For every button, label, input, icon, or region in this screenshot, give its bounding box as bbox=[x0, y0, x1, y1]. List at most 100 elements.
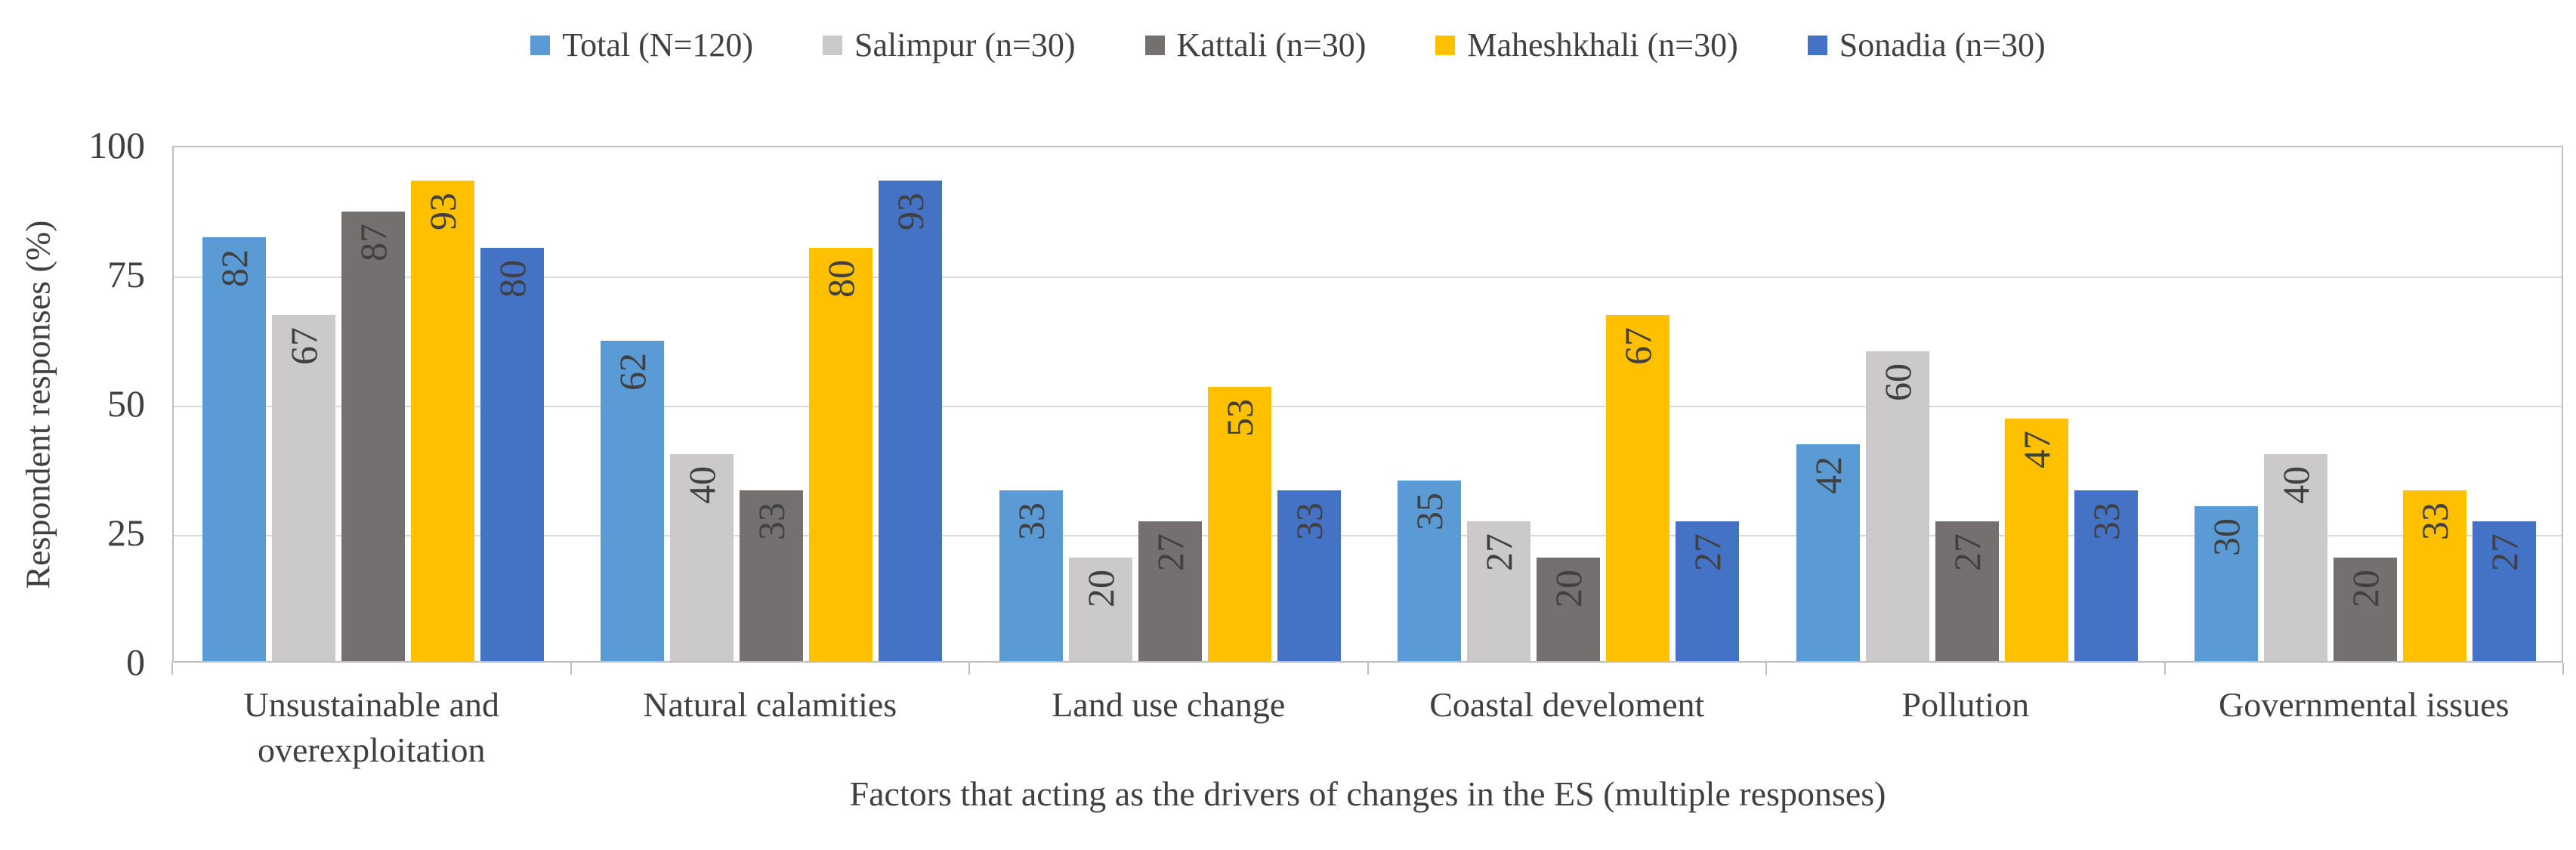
bar: 42 bbox=[1796, 444, 1860, 661]
bar-value-label: 42 bbox=[1806, 456, 1849, 494]
x-axis-title-text: Factors that acting as the drivers of ch… bbox=[849, 774, 1886, 813]
bar-value-label: 47 bbox=[2015, 430, 2058, 468]
bar: 40 bbox=[2264, 454, 2328, 661]
bar: 33 bbox=[1277, 490, 1341, 661]
bar-value-label: 40 bbox=[681, 466, 723, 505]
bar: 53 bbox=[1207, 387, 1271, 661]
bar-group: 62 40 33 80 93 bbox=[573, 147, 971, 661]
y-axis-tick-label: 0 bbox=[126, 640, 145, 683]
legend: Total (N=120) Salimpur (n=30) Kattali (n=3… bbox=[0, 26, 2576, 64]
bar-group: 82 67 87 93 80 bbox=[174, 147, 573, 661]
x-axis-tick bbox=[171, 663, 173, 675]
bar-value-label: 33 bbox=[750, 502, 792, 541]
category-label: Land use change bbox=[1052, 685, 1286, 724]
x-axis-tick bbox=[968, 663, 970, 675]
bar-group: 35 27 20 67 27 bbox=[1370, 147, 1768, 661]
bar-value-label: 20 bbox=[1547, 570, 1589, 608]
bar-value-label: 27 bbox=[2483, 533, 2525, 572]
plot-area: 82 67 87 93 80 62 40 33 80 93 33 20 27 53 33 35 27 20 67 27… bbox=[172, 146, 2563, 663]
y-axis-tick-label: 25 bbox=[107, 511, 145, 554]
y-axis-tick-label: 50 bbox=[107, 382, 145, 425]
bar-value-label: 40 bbox=[2275, 466, 2317, 505]
legend-marker-icon bbox=[1144, 35, 1165, 55]
legend-label: Sonadia (n=30) bbox=[1839, 26, 2046, 63]
bar-group: 42 60 27 47 33 bbox=[1768, 147, 2167, 661]
bar: 80 bbox=[480, 247, 544, 661]
gridline bbox=[174, 277, 2562, 278]
bar-value-label: 87 bbox=[351, 223, 394, 261]
legend-label: Total (N=120) bbox=[562, 26, 754, 63]
bar: 67 bbox=[1606, 314, 1670, 661]
bar-group: 30 40 20 33 27 bbox=[2167, 147, 2565, 661]
bar-group: 33 20 27 53 33 bbox=[971, 147, 1370, 661]
legend-item: Sonadia (n=30) bbox=[1807, 26, 2046, 64]
bar-value-label: 80 bbox=[490, 259, 533, 298]
legend-marker-icon bbox=[823, 35, 843, 55]
legend-item: Total (N=120) bbox=[530, 26, 753, 64]
bar-value-label: 35 bbox=[1408, 492, 1450, 530]
bar: 60 bbox=[1865, 351, 1929, 661]
bar: 27 bbox=[2473, 521, 2537, 661]
category-label: Pollution bbox=[1901, 685, 2030, 724]
gridline bbox=[174, 406, 2562, 407]
x-axis-tick bbox=[2164, 663, 2166, 675]
bar-value-label: 20 bbox=[1079, 570, 1122, 608]
bar: 33 bbox=[999, 490, 1063, 661]
bar: 82 bbox=[202, 237, 266, 661]
bar-value-label: 62 bbox=[611, 352, 653, 391]
bar-value-label: 33 bbox=[2414, 502, 2456, 541]
x-axis-tick bbox=[1765, 663, 1767, 675]
bar-value-label: 33 bbox=[2084, 502, 2127, 541]
bar: 20 bbox=[2334, 558, 2398, 661]
bar-value-label: 93 bbox=[889, 192, 931, 230]
legend-marker-icon bbox=[1435, 35, 1456, 55]
category-label: Natural calamities bbox=[643, 685, 897, 724]
bar: 93 bbox=[879, 180, 943, 661]
bar: 27 bbox=[1935, 521, 1999, 661]
bar: 27 bbox=[1138, 521, 1202, 661]
bar-value-label: 82 bbox=[212, 249, 255, 288]
category-label: Governmental issues bbox=[2218, 685, 2510, 724]
bar: 33 bbox=[740, 490, 804, 661]
legend-item: Maheshkhali (n=30) bbox=[1435, 26, 1738, 64]
bar: 62 bbox=[601, 340, 665, 661]
bar-value-label: 67 bbox=[282, 326, 325, 365]
bar: 20 bbox=[1068, 558, 1132, 661]
bar-value-label: 67 bbox=[1617, 326, 1659, 365]
bar-value-label: 33 bbox=[1009, 502, 1052, 541]
bar-value-label: 33 bbox=[1287, 502, 1330, 541]
legend-label: Kattali (n=30) bbox=[1176, 26, 1367, 63]
bar: 93 bbox=[410, 180, 474, 661]
bar: 80 bbox=[809, 247, 873, 661]
y-axis-tick-label: 100 bbox=[88, 123, 145, 166]
bar-value-label: 27 bbox=[1945, 533, 1988, 572]
bar-value-label: 30 bbox=[2205, 518, 2247, 556]
legend-label: Maheshkhali (n=30) bbox=[1467, 26, 1738, 63]
bar: 33 bbox=[2074, 490, 2138, 661]
legend-marker-icon bbox=[1807, 35, 1827, 55]
bar: 40 bbox=[670, 454, 734, 661]
x-axis-tick bbox=[2562, 663, 2564, 675]
legend-item: Kattali (n=30) bbox=[1144, 26, 1367, 64]
legend-label: Salimpur (n=30) bbox=[854, 26, 1076, 63]
legend-marker-icon bbox=[530, 35, 551, 55]
bar-value-label: 93 bbox=[421, 192, 464, 230]
bar-value-label: 60 bbox=[1876, 363, 1919, 401]
category-label: Coastal develoment bbox=[1429, 685, 1705, 724]
bar: 27 bbox=[1467, 521, 1531, 661]
bar: 33 bbox=[2403, 490, 2467, 661]
bar: 67 bbox=[271, 314, 335, 661]
bar: 35 bbox=[1398, 480, 1462, 661]
x-axis-tick bbox=[1367, 663, 1369, 675]
bar: 30 bbox=[2195, 505, 2259, 661]
y-axis-tick-label: 75 bbox=[107, 252, 145, 295]
bar-value-label: 80 bbox=[820, 259, 862, 298]
x-axis-tick bbox=[570, 663, 572, 675]
bar: 27 bbox=[1676, 521, 1740, 661]
bar: 87 bbox=[341, 211, 405, 661]
bar-value-label: 27 bbox=[1686, 533, 1728, 572]
bar-value-label: 27 bbox=[1478, 533, 1520, 572]
bar: 20 bbox=[1537, 558, 1601, 661]
bar-value-label: 53 bbox=[1218, 399, 1261, 437]
gridline bbox=[174, 535, 2562, 536]
